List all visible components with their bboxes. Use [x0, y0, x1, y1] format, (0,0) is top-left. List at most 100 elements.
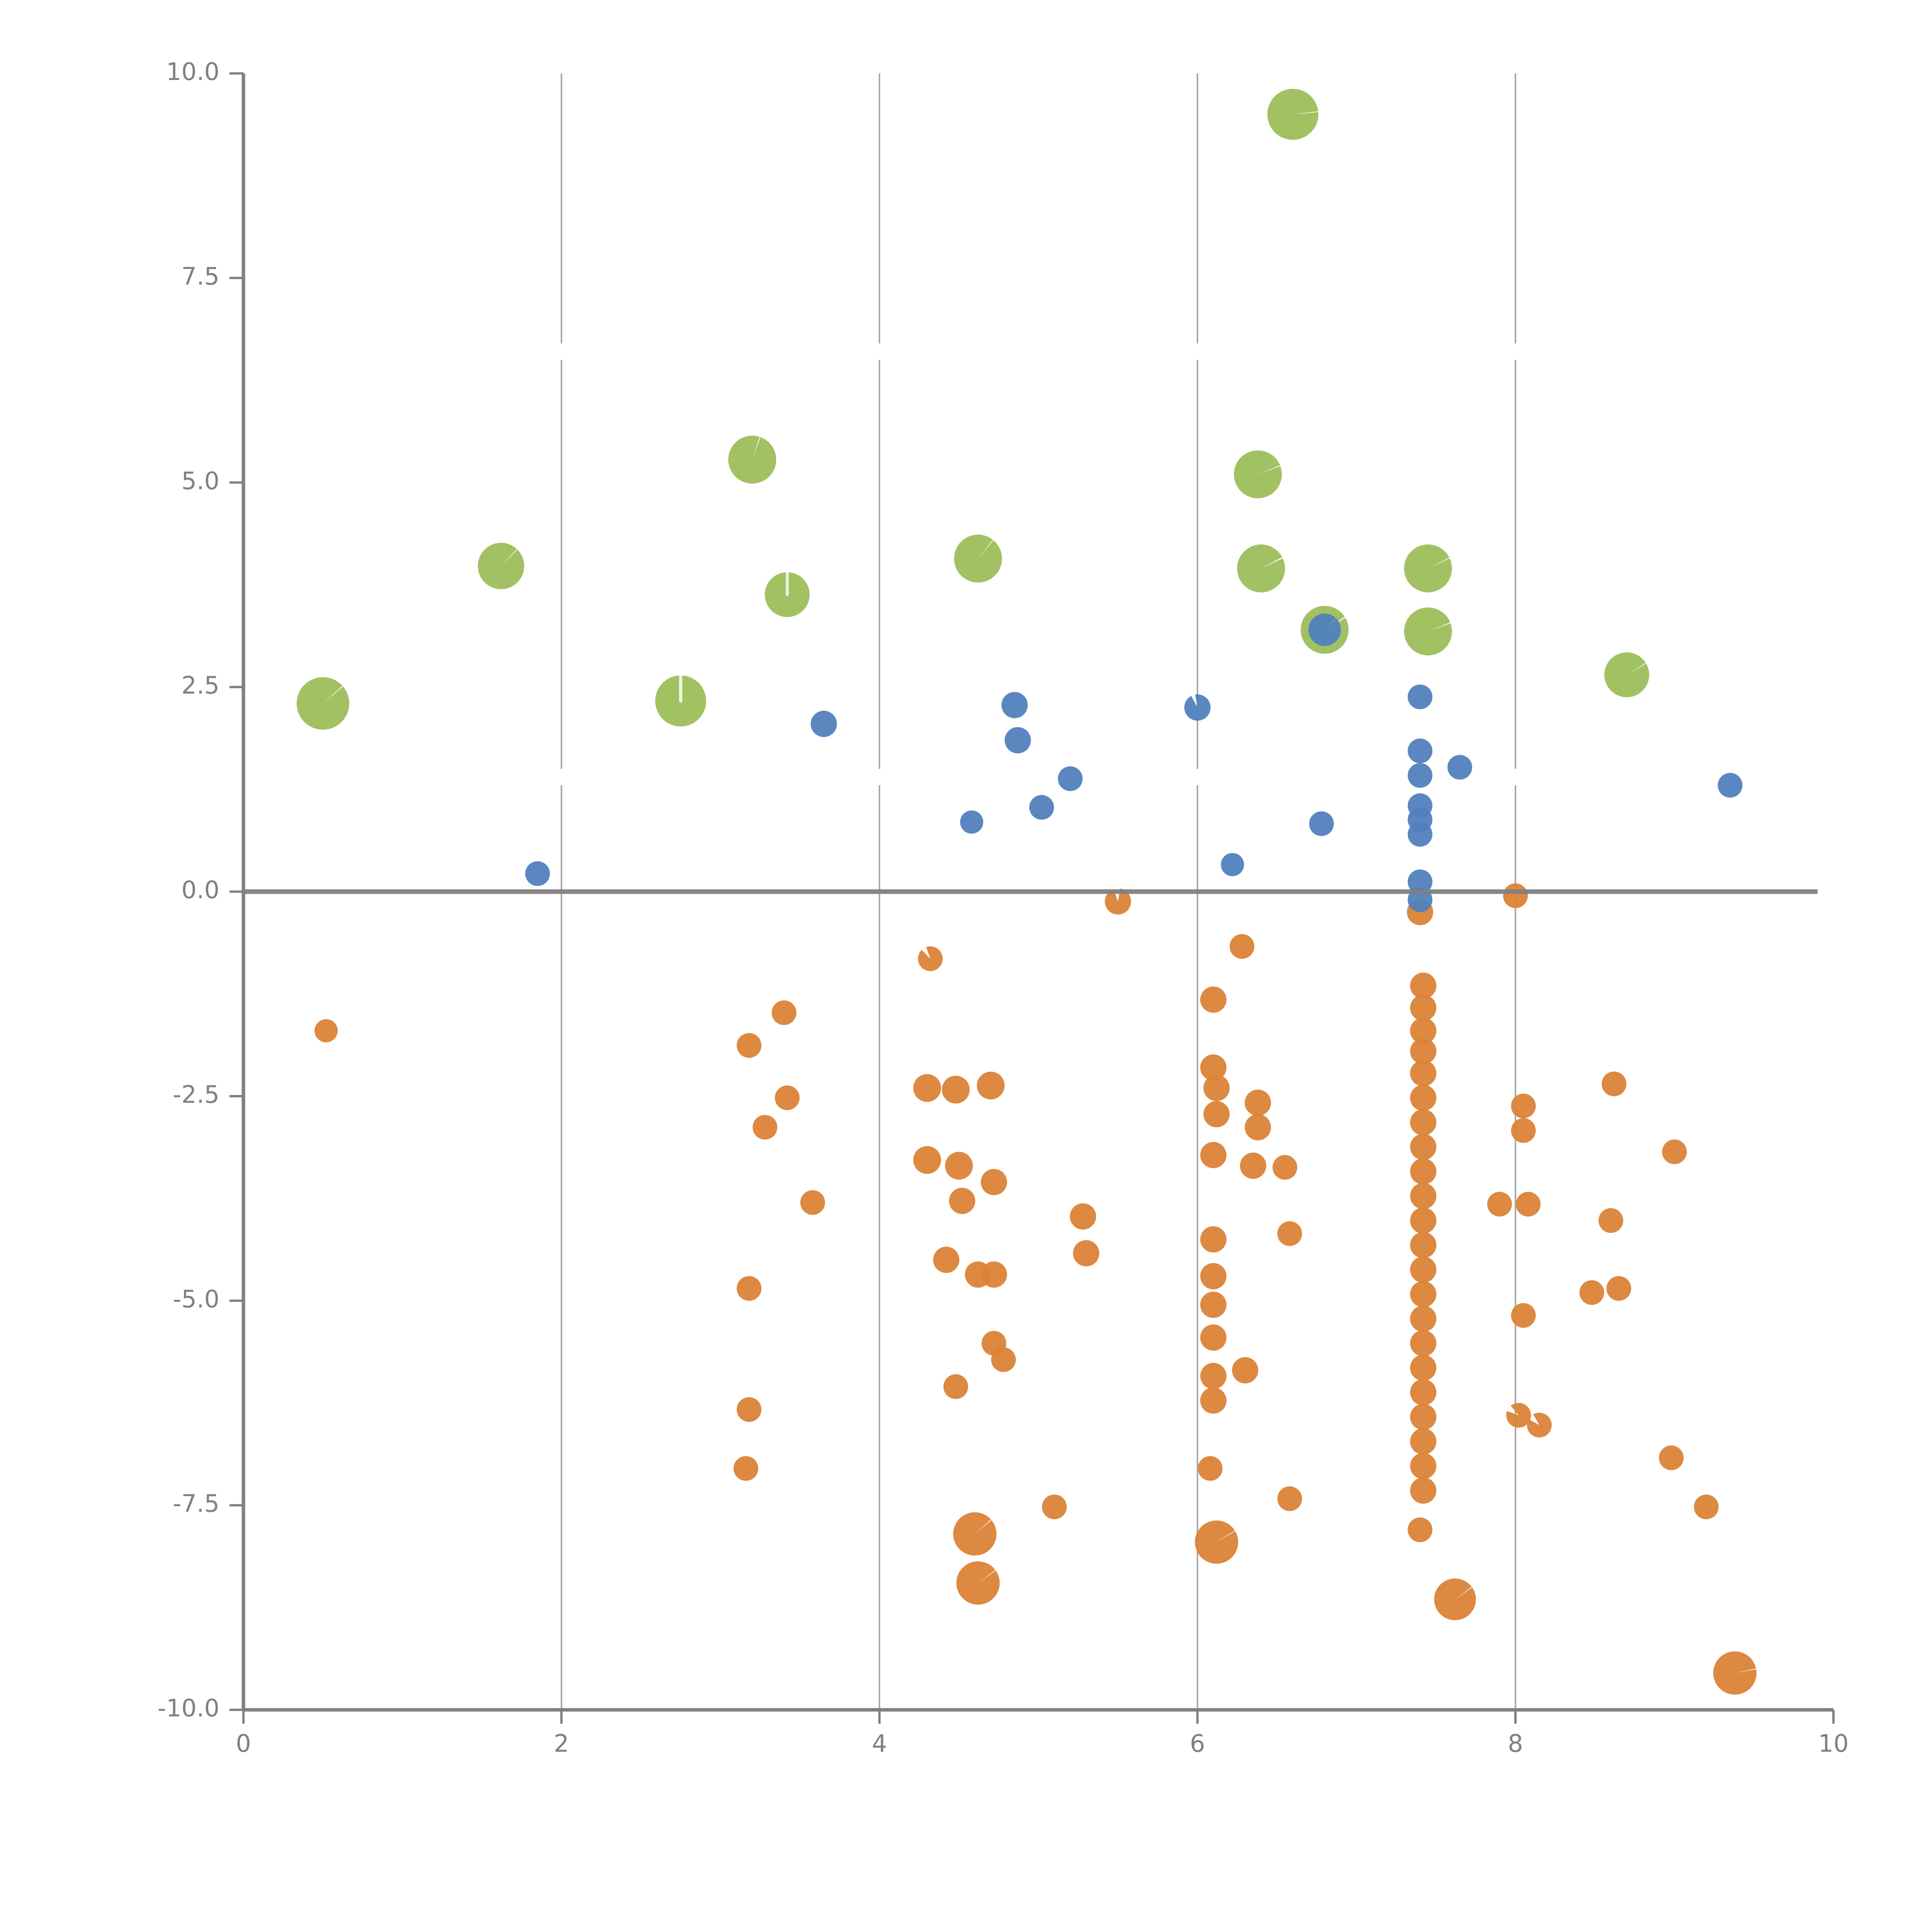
data-point: [772, 1000, 797, 1025]
data-point: [1408, 822, 1433, 847]
data-point: [1606, 1276, 1631, 1301]
data-point: [1410, 1330, 1437, 1357]
data-point-wedge: [1506, 1403, 1531, 1428]
data-point: [1200, 1054, 1227, 1081]
data-point: [943, 1374, 968, 1399]
data-point: [1200, 1387, 1227, 1414]
data-point: [1662, 1139, 1687, 1164]
data-point: [1200, 986, 1227, 1013]
y-axis-tick-labels: 10.0 7.5 5.0 2.5 0.0 -2.5 -5.0 -7.5 -10.0: [158, 58, 219, 1722]
data-point: [1200, 1291, 1227, 1318]
data-point-wedge: [1434, 1578, 1476, 1621]
data-point: [977, 1071, 1005, 1100]
data-point: [736, 1033, 762, 1058]
data-point: [1200, 1263, 1227, 1289]
data-point: [1410, 1060, 1437, 1087]
data-point: [945, 1151, 973, 1180]
x-tick-label: 8: [1508, 1729, 1523, 1757]
data-point-wedge: [1713, 1651, 1757, 1695]
data-point-wedge: [918, 946, 943, 971]
data-point: [1240, 1152, 1267, 1179]
y-tick-label: 10.0: [166, 58, 219, 86]
data-point: [525, 861, 550, 886]
data-point-wedge: [728, 435, 776, 484]
data-point: [913, 1074, 941, 1102]
data-point: [752, 1115, 777, 1140]
data-point: [1511, 1118, 1536, 1143]
data-point: [1058, 766, 1083, 791]
data-point: [800, 1190, 825, 1215]
y-tick-label: 5.0: [181, 467, 219, 495]
data-point: [1410, 1256, 1437, 1283]
data-point-wedge: [1105, 888, 1131, 915]
data-point: [981, 1169, 1007, 1196]
data-point: [1200, 1363, 1227, 1389]
data-point: [1200, 1142, 1227, 1168]
y-tick-label: 7.5: [181, 262, 219, 290]
data-point: [1230, 934, 1255, 959]
data-point: [1408, 1517, 1433, 1543]
data-point: [1511, 1094, 1536, 1119]
data-point: [1309, 811, 1334, 836]
data-point: [736, 1397, 762, 1422]
data-point: [1410, 1134, 1437, 1160]
data-point: [1042, 1494, 1067, 1519]
data-point: [1511, 1303, 1536, 1328]
data-point: [1410, 1207, 1437, 1234]
data-point: [1245, 1089, 1271, 1116]
data-point-wedge: [296, 677, 349, 730]
x-tick-label: 6: [1190, 1729, 1205, 1757]
data-point: [775, 1085, 800, 1111]
data-point: [1277, 1221, 1302, 1246]
y-tick-label: -7.5: [173, 1490, 219, 1518]
data-point: [1659, 1445, 1684, 1470]
data-point: [1410, 1428, 1437, 1455]
data-point-wedge: [1604, 652, 1650, 697]
data-point: [1408, 869, 1433, 895]
x-tick-label: 10: [1818, 1729, 1849, 1757]
data-point: [1272, 1155, 1298, 1180]
data-point-wedge: [1237, 544, 1285, 593]
data-point: [1410, 1085, 1437, 1111]
data-point: [1073, 1240, 1099, 1267]
data-point-wedge: [1404, 607, 1452, 656]
data-point: [1410, 1379, 1437, 1406]
data-point: [1410, 1403, 1437, 1430]
data-point: [1503, 883, 1528, 908]
data-point: [1408, 684, 1433, 709]
data-point: [960, 810, 983, 834]
data-markers: [296, 88, 1757, 1695]
data-point: [949, 1187, 975, 1214]
series-orange: [314, 883, 1757, 1695]
data-point: [1410, 1281, 1437, 1308]
data-point-wedge: [1195, 1520, 1238, 1564]
data-point: [1579, 1280, 1604, 1305]
axis-ticks: [230, 72, 1835, 1724]
data-point: [1029, 795, 1054, 820]
y-tick-label: 2.5: [181, 671, 219, 699]
data-point: [1410, 1477, 1437, 1504]
data-point: [1410, 973, 1437, 999]
data-point: [1200, 1324, 1227, 1351]
data-point: [1410, 995, 1437, 1021]
data-point: [1410, 1452, 1437, 1479]
data-point: [1408, 763, 1433, 788]
data-point: [1005, 727, 1031, 753]
data-point: [1410, 1232, 1437, 1259]
data-point: [933, 1247, 959, 1273]
data-point: [810, 711, 837, 737]
data-point: [1410, 1183, 1437, 1209]
data-point-wedge: [953, 1512, 997, 1556]
data-point: [1410, 1158, 1437, 1185]
data-point: [1221, 853, 1244, 876]
data-point-wedge: [1527, 1413, 1552, 1438]
data-point: [913, 1146, 941, 1174]
x-axis-tick-labels: 0 2 4 6 8 10: [236, 1729, 1849, 1757]
data-point: [981, 1261, 1007, 1288]
y-tick-label: -10.0: [158, 1694, 219, 1722]
gridlines: [561, 73, 1516, 1710]
data-point: [1602, 1071, 1627, 1097]
series-green: [296, 88, 1650, 730]
